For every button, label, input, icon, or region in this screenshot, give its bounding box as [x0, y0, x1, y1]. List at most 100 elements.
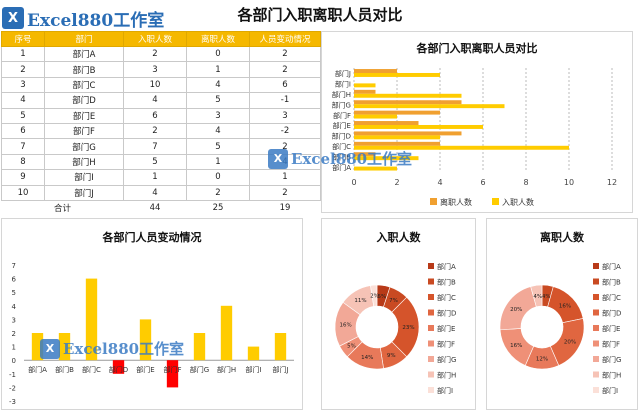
cell-dept: 部门A — [44, 45, 124, 63]
bar-change — [220, 305, 233, 361]
slice-label: 16% — [339, 323, 351, 329]
legend-swatch — [593, 294, 599, 300]
donut-chart-out: 4% 16% 20% 12% 16% 20% 4% 部门A 部门B 部门C 部门D 部门E 部门F 部门G… — [499, 262, 621, 395]
legend-swatch — [428, 325, 434, 331]
cell-dept: 部门J — [44, 184, 124, 201]
bar-in — [354, 104, 505, 109]
table-row: 4 部门D 4 5 -1 — [1, 92, 321, 109]
legend-label: 入职人数 — [502, 197, 534, 207]
cell-out: 1 — [186, 61, 250, 78]
slice-label: 16% — [510, 343, 522, 349]
y-tick-label: 2 — [12, 330, 16, 338]
y-tick-label: 部门F — [333, 111, 351, 120]
legend-swatch — [428, 309, 434, 316]
bar-change — [193, 333, 206, 361]
page-title: 各部门入职离职人员对比 — [237, 6, 403, 24]
donut-in-panel: 入职人数 5% 7% 23% 9% 14% 5% 16% 11% 2% 部门A 部门B 部门C 部门D 部… — [321, 218, 476, 410]
cell-out: 0 — [186, 45, 250, 63]
cell-out: 2 — [186, 184, 250, 201]
bar-change — [139, 319, 152, 361]
y-tick-label: 部门B — [332, 152, 351, 161]
bar-chart-compare-panel: 各部门入职离职人员对比 0 2 4 6 8 10 12 部门J 部门I 部门H 部门G 部门F 部门E 部… — [321, 31, 633, 213]
x-tick-label: 10 — [564, 178, 574, 187]
table-row: 9 部门I 1 0 1 — [1, 169, 321, 186]
cell-out: 4 — [186, 76, 250, 94]
table-row: 2 部门B 3 1 2 — [1, 61, 321, 78]
x-tick-label: 部门E — [136, 365, 154, 374]
legend-swatch — [492, 198, 499, 205]
slice-label: 23% — [402, 325, 414, 331]
slice-label: 2% — [370, 294, 379, 300]
table-row: 5 部门E 6 3 3 — [1, 107, 321, 124]
slice-label: 20% — [510, 307, 522, 313]
chart-title-out: 离职人数 — [540, 231, 584, 244]
cell-out: 0 — [186, 169, 250, 186]
slice-label: 5% — [378, 294, 387, 300]
legend-label: 部门G — [437, 355, 456, 364]
bar-out — [354, 131, 462, 136]
cell-dept: 部门E — [44, 107, 124, 124]
watermark-badge: X — [268, 148, 288, 169]
y-tick-label: 部门H — [332, 90, 351, 99]
legend-label: 部门C — [602, 293, 621, 302]
bar-out — [354, 152, 376, 157]
y-tick-label: 7 — [12, 262, 16, 270]
y-tick-label: 6 — [12, 276, 17, 284]
cell-dept: 部门H — [44, 153, 124, 171]
bar-out — [354, 121, 419, 125]
bar-in — [354, 145, 569, 150]
legend-swatch — [428, 294, 434, 300]
legend-swatch — [593, 278, 599, 285]
bar-change — [247, 346, 260, 361]
legend-label: 部门B — [602, 278, 621, 287]
legend-swatch — [428, 340, 434, 347]
bar-change — [58, 333, 71, 361]
x-tick-label: 4 — [437, 178, 442, 187]
cell-index: 8 — [1, 153, 45, 171]
cell-in: 10 — [123, 76, 187, 94]
x-tick-label: 12 — [607, 178, 617, 187]
total-in: 44 — [149, 203, 161, 214]
legend-label: 部门G — [602, 355, 621, 364]
bar-in — [354, 72, 440, 77]
x-tick-label: 部门A — [28, 365, 47, 374]
donut-chart-in: 5%7%23%9%14%5%16%11%2%部门A部门B部门C部门D部门E部门F… — [334, 262, 456, 395]
x-tick-label: 部门C — [82, 365, 101, 374]
slice-label: 7% — [389, 298, 398, 304]
bar-out — [354, 100, 462, 105]
legend-label: 部门E — [437, 324, 455, 333]
cell-dept: 部门I — [44, 169, 124, 186]
bar-change — [112, 360, 125, 374]
cell-in: 1 — [123, 169, 187, 186]
bar-change — [85, 278, 98, 361]
bar-out — [354, 141, 440, 146]
excel880-logo: X Excel880工作室 — [2, 4, 232, 32]
legend-swatch — [593, 356, 599, 362]
x-tick-label: 部门F — [163, 365, 181, 374]
watermark-text: Excel880工作室 — [291, 150, 413, 168]
x-tick-label: 部门B — [55, 365, 74, 374]
col-header-index: 序号 — [1, 31, 45, 47]
cell-in: 4 — [123, 92, 187, 109]
legend-label: 部门I — [437, 386, 453, 395]
cell-out: 5 — [186, 138, 250, 155]
slice-label: 11% — [354, 298, 366, 304]
y-tick-label: 部门E — [333, 121, 351, 130]
legend-label: 部门E — [602, 324, 620, 333]
cell-index: 10 — [1, 184, 45, 201]
y-tick-label: -2 — [9, 384, 16, 392]
bar-change — [31, 333, 44, 361]
bar-in — [354, 156, 419, 161]
bar-in — [354, 114, 397, 119]
bar-in — [354, 93, 462, 98]
slice-label: 4% — [533, 294, 542, 300]
legend-label: 部门A — [437, 262, 456, 271]
slice-label: 14% — [361, 355, 373, 361]
legend-swatch — [428, 278, 434, 285]
cell-in: 5 — [123, 153, 187, 171]
col-header-dept: 部门 — [44, 31, 124, 47]
y-tick-label: 3 — [12, 316, 16, 324]
watermark-logo: X Excel880工作室 — [268, 148, 412, 169]
y-tick-label: 部门G — [332, 100, 351, 109]
